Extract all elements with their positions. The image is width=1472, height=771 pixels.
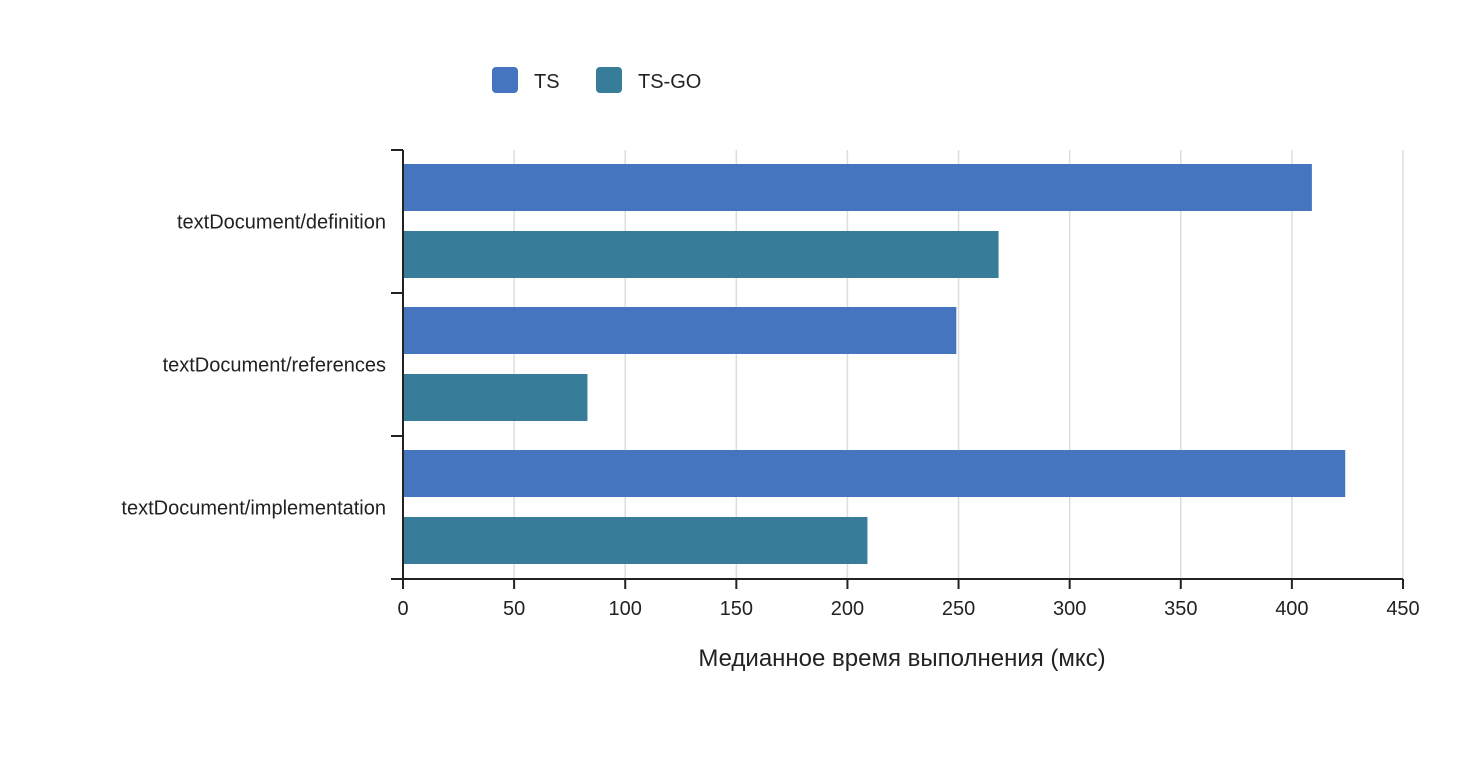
- x-tick-label: 250: [942, 598, 975, 620]
- x-tick-label: 400: [1275, 598, 1308, 620]
- bars: [403, 164, 1346, 564]
- bar-ts-2: [403, 450, 1346, 497]
- bar-ts-go-2: [403, 517, 868, 564]
- legend-swatch-ts: [492, 67, 518, 93]
- x-tick-label: 300: [1053, 598, 1086, 620]
- y-axis: textDocument/definition textDocument/refe…: [121, 149, 404, 580]
- x-tick-label: 100: [609, 598, 642, 620]
- legend-label-ts-go: TS-GO: [638, 71, 701, 93]
- bar-ts-0: [403, 164, 1312, 211]
- x-tick-label: 450: [1386, 598, 1419, 620]
- category-label: textDocument/implementation: [121, 498, 386, 520]
- legend: TS TS-GO: [492, 67, 701, 93]
- x-tick-label: 150: [720, 598, 753, 620]
- legend-label-ts: TS: [534, 71, 560, 93]
- bar-ts-1: [403, 307, 957, 354]
- legend-swatch-ts-go: [596, 67, 622, 93]
- bar-ts-go-1: [403, 374, 588, 421]
- grid: [513, 150, 1404, 579]
- x-tick-label: 350: [1164, 598, 1197, 620]
- x-axis-title: Медианное время выполнения (мкс): [698, 645, 1105, 672]
- x-tick-label: 50: [503, 598, 525, 620]
- x-axis: 0 50 100 150 200 250 300 350 400 450: [391, 578, 1420, 620]
- category-label: textDocument/references: [163, 355, 386, 377]
- category-label: textDocument/definition: [177, 212, 386, 234]
- x-tick-label: 0: [397, 598, 408, 620]
- bar-ts-go-0: [403, 231, 999, 278]
- x-tick-label: 200: [831, 598, 864, 620]
